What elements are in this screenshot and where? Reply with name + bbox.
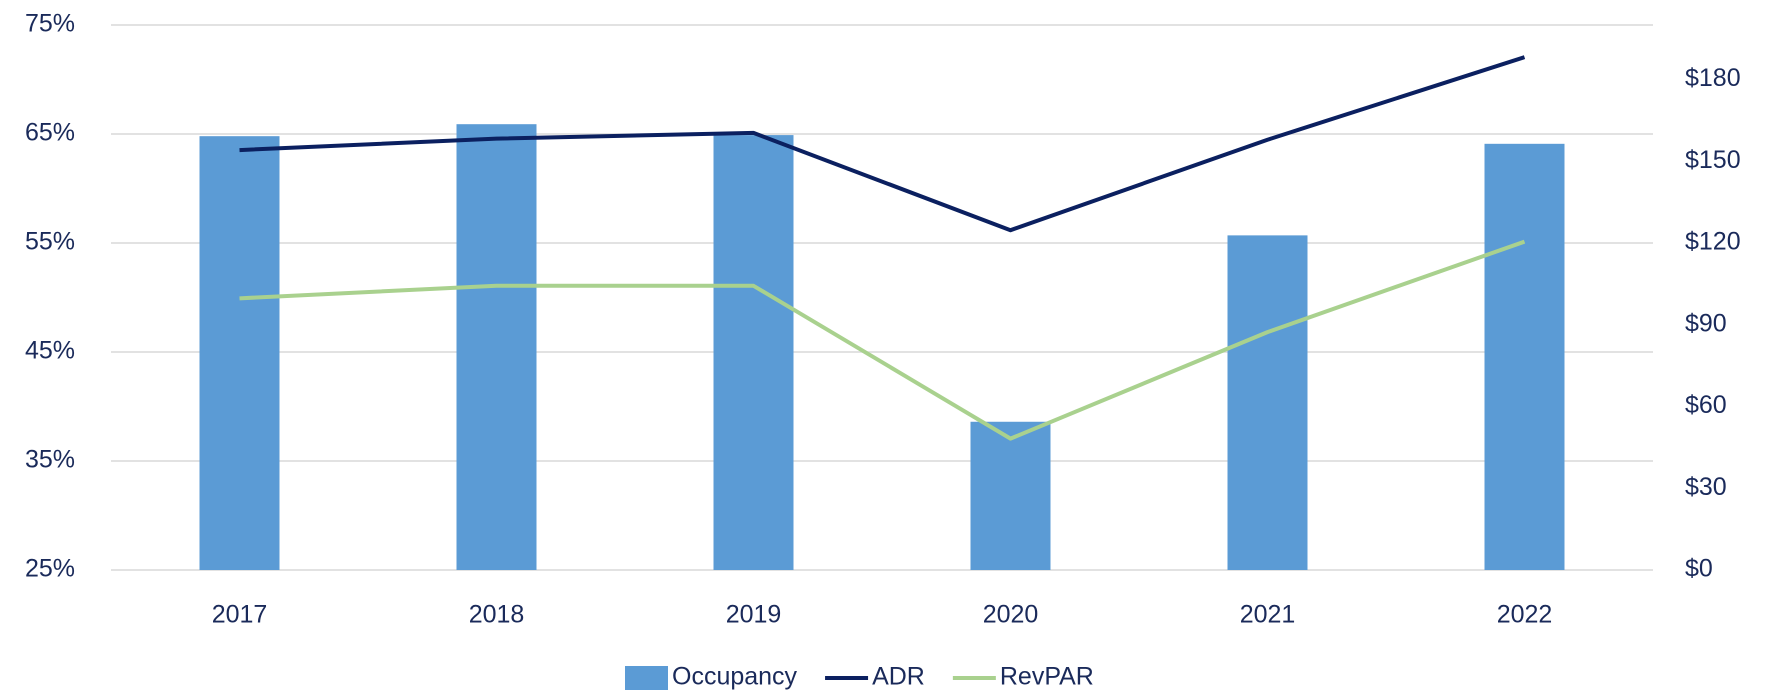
legend-label: ADR: [872, 663, 925, 691]
x-tick-label: 2021: [1240, 601, 1296, 629]
x-tick-label: 2022: [1497, 601, 1553, 629]
y2-tick-label: $30: [1685, 473, 1727, 501]
y2-tick-label: $90: [1685, 309, 1727, 337]
line: [239, 239, 1526, 441]
y-tick-label: 45%: [25, 337, 75, 365]
y2-tick-label: $150: [1685, 146, 1741, 174]
x-tick-label: 2020: [983, 601, 1039, 629]
x-tick-label: 2017: [212, 601, 268, 629]
x-tick-label: 2018: [469, 601, 525, 629]
legend-swatch: [625, 666, 668, 690]
legend-label: Occupancy: [672, 663, 798, 691]
bar: [456, 124, 537, 570]
y2-tick-label: $60: [1685, 391, 1727, 419]
y-tick-label: 35%: [25, 446, 75, 474]
line: [239, 55, 1526, 233]
x-tick-label: 2019: [726, 601, 782, 629]
bar: [1227, 235, 1308, 570]
y-tick-label: 75%: [25, 10, 75, 38]
y2-tick-label: $120: [1685, 228, 1741, 256]
legend-label: RevPAR: [1000, 663, 1094, 691]
bar: [713, 135, 794, 570]
y2-tick-label: $0: [1685, 555, 1713, 583]
y-tick-label: 25%: [25, 555, 75, 583]
y-tick-label: 55%: [25, 228, 75, 256]
bar: [1484, 143, 1565, 570]
y-tick-label: 65%: [25, 119, 75, 147]
bar: [199, 136, 280, 570]
y2-tick-label: $180: [1685, 64, 1741, 92]
bar: [970, 421, 1051, 570]
